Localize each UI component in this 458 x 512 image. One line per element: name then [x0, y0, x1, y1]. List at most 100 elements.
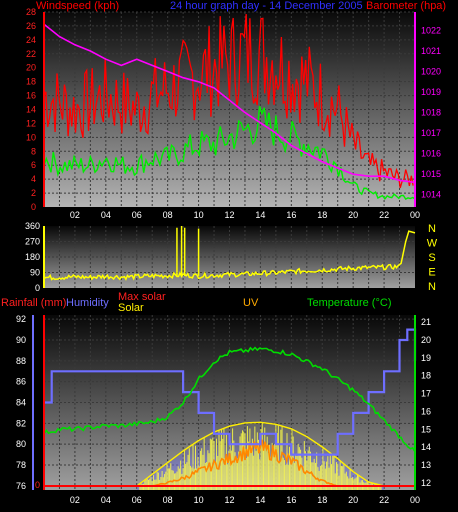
temperature-tick-label: 21 — [421, 317, 431, 327]
y-left-tick-label: 6 — [31, 160, 36, 170]
x-tick-label: 18 — [317, 210, 327, 220]
solar-glow-area — [136, 425, 385, 490]
humidity-tick-label: 92 — [16, 314, 26, 324]
x-tick-label: 08 — [163, 495, 173, 505]
weather-series — [43, 328, 417, 490]
y-right-tick-label: 1022 — [421, 25, 441, 35]
humidity-tick-label: 76 — [16, 481, 26, 491]
maxsolar-legend: Max solar — [118, 291, 166, 303]
y-right-tick-label: 1021 — [421, 46, 441, 56]
solar-legend: Solar — [118, 302, 144, 314]
weather-axes: 7678808284868890921213141516171819202100… — [16, 314, 431, 505]
y-right-tick-label: 1014 — [421, 190, 441, 200]
temperature-tick-label: 15 — [421, 424, 431, 434]
x-tick-label: 06 — [132, 495, 142, 505]
x-tick-label: 00 — [410, 210, 420, 220]
temperature-tick-label: 12 — [421, 478, 431, 488]
compass-letter: N — [428, 281, 436, 293]
x-tick-label: 08 — [163, 210, 173, 220]
uv-legend: UV — [243, 297, 259, 309]
y-left-tick-label: 16 — [26, 91, 36, 101]
x-tick-label: 14 — [255, 210, 265, 220]
rainfall-tick-label: 0 — [35, 480, 40, 490]
x-tick-label: 04 — [101, 495, 111, 505]
y-right-tick-label: 1015 — [421, 169, 441, 179]
uv-line — [152, 439, 337, 487]
x-tick-label: 22 — [379, 210, 389, 220]
compass-letter: S — [428, 252, 435, 264]
temperature-tick-label: 13 — [421, 460, 431, 470]
windspeed-axis-label: Windspeed (kph) — [36, 0, 119, 12]
chart-title: 24 hour graph day - 14 December 2005 — [170, 0, 363, 12]
y-left-tick-label: 26 — [26, 21, 36, 31]
x-tick-label: 12 — [224, 210, 234, 220]
rainfall-axis-label: Rainfall (mm) — [1, 297, 66, 309]
barometer-axis-label: Barometer (hpa) — [366, 0, 446, 12]
y-left-tick-label: 14 — [26, 105, 36, 115]
y-tick-label: 270 — [25, 237, 40, 247]
humidity-tick-label: 90 — [16, 335, 26, 345]
x-tick-label: 20 — [348, 495, 358, 505]
compass-letter: E — [428, 267, 435, 279]
x-tick-label: 06 — [132, 210, 142, 220]
x-tick-label: 22 — [379, 495, 389, 505]
y-left-tick-label: 20 — [26, 63, 36, 73]
y-tick-label: 180 — [25, 252, 40, 262]
x-tick-label: 02 — [70, 210, 80, 220]
compass-letter: W — [427, 238, 438, 250]
temperature-tick-label: 19 — [421, 353, 431, 363]
y-left-tick-label: 4 — [31, 174, 36, 184]
y-left-tick-label: 28 — [26, 7, 36, 17]
x-tick-label: 16 — [286, 495, 296, 505]
temperature-tick-label: 14 — [421, 442, 431, 452]
x-tick-label: 14 — [255, 495, 265, 505]
humidity-line — [44, 328, 417, 456]
temperature-tick-label: 18 — [421, 371, 431, 381]
temperature-tick-label: 16 — [421, 406, 431, 416]
y-right-tick-label: 1017 — [421, 128, 441, 138]
wind-gust-line — [43, 14, 414, 189]
x-tick-label: 00 — [410, 495, 420, 505]
y-tick-label: 90 — [30, 268, 40, 278]
y-right-tick-label: 1020 — [421, 67, 441, 77]
humidity-tick-label: 84 — [16, 398, 26, 408]
y-left-tick-label: 18 — [26, 77, 36, 87]
humidity-tick-label: 78 — [16, 460, 26, 470]
y-left-tick-label: 0 — [31, 202, 36, 212]
x-tick-label: 02 — [70, 495, 80, 505]
humidity-tick-label: 88 — [16, 356, 26, 366]
y-tick-label: 0 — [35, 283, 40, 293]
y-left-tick-label: 8 — [31, 146, 36, 156]
x-tick-label: 12 — [224, 495, 234, 505]
temperature-line — [43, 346, 416, 453]
humidity-tick-label: 82 — [16, 418, 26, 428]
direction-axes: 0 90 180 270 360 — [25, 221, 45, 293]
y-left-tick-label: 22 — [26, 49, 36, 59]
x-tick-label: 20 — [348, 210, 358, 220]
y-right-tick-label: 1018 — [421, 108, 441, 118]
x-tick-label: 10 — [194, 495, 204, 505]
temperature-tick-label: 20 — [421, 335, 431, 345]
x-tick-label: 18 — [317, 495, 327, 505]
x-tick-label: 16 — [286, 210, 296, 220]
wind-axes: 0246810121416182022242628101410151016101… — [26, 7, 441, 220]
compass-letter: N — [428, 223, 436, 235]
y-right-tick-label: 1016 — [421, 149, 441, 159]
y-left-tick-label: 12 — [26, 118, 36, 128]
direction-grid — [44, 226, 415, 288]
wind-average-line — [43, 105, 416, 201]
x-tick-label: 04 — [101, 210, 111, 220]
wind-direction-line — [43, 230, 416, 281]
max-solar-line — [136, 421, 385, 487]
y-left-tick-label: 10 — [26, 132, 36, 142]
temperature-axis-label: Temperature (°C) — [307, 297, 391, 309]
humidity-axis-label: Humidity — [66, 297, 109, 309]
y-tick-label: 360 — [25, 221, 40, 231]
humidity-tick-label: 86 — [16, 377, 26, 387]
y-left-tick-label: 24 — [26, 35, 36, 45]
direction-series — [43, 226, 416, 281]
temperature-tick-label: 17 — [421, 389, 431, 399]
x-tick-label: 10 — [194, 210, 204, 220]
y-right-tick-label: 1019 — [421, 87, 441, 97]
